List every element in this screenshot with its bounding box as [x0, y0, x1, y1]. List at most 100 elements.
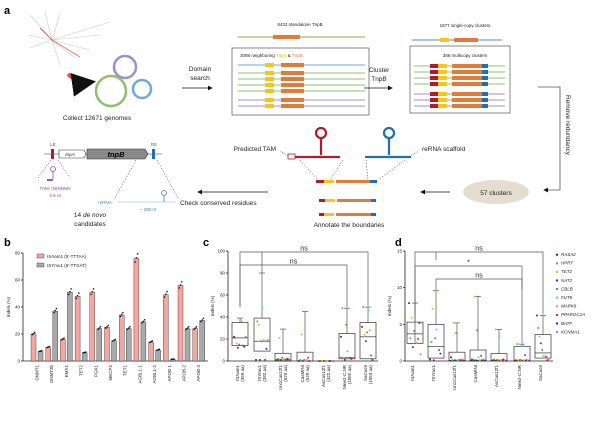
red-arrow-icon	[66, 72, 96, 97]
x-tick-sublabel: (1053 aa)	[368, 365, 373, 385]
bar-isymu1	[67, 291, 73, 362]
data-point-tet2	[431, 307, 434, 310]
box	[338, 333, 356, 360]
re-block	[482, 98, 488, 102]
data-point	[82, 351, 85, 354]
y-tick-label: 60	[15, 278, 21, 283]
data-point	[163, 296, 166, 298]
bar-isaam1	[89, 291, 96, 362]
tnpb-block	[281, 98, 304, 102]
significance-label: ns	[290, 259, 298, 266]
data-point	[156, 349, 158, 351]
bar-isaam1	[118, 314, 125, 362]
tnpa-block	[265, 77, 274, 81]
data-point-fut8	[477, 356, 480, 359]
tam-length-text: 4-5 nt	[49, 193, 61, 198]
bar-isymu1	[199, 320, 205, 362]
data-point-fut8	[521, 344, 524, 347]
data-point-fut8	[498, 335, 501, 338]
x-tick-label: CasMINI	[473, 365, 478, 383]
tnpa-block	[438, 104, 447, 108]
box	[359, 322, 377, 360]
x-tick-label: TET1	[123, 365, 128, 376]
box	[274, 352, 292, 362]
bar-isaam1	[177, 285, 184, 362]
legend-label: FUT8	[561, 295, 573, 300]
x-tick-label: AsCas12f1	[321, 365, 326, 388]
data-point-cblb	[455, 332, 458, 335]
x-tick-sublabel: (369 aa)	[240, 365, 245, 382]
data-point	[92, 288, 95, 290]
data-point-mapk8	[305, 358, 308, 361]
bar-isymu1	[52, 310, 58, 362]
significance-bracket	[239, 264, 348, 308]
tnpb-block	[281, 63, 304, 67]
data-point-hprt	[234, 336, 237, 339]
legend-label: PPARGC1A	[561, 312, 585, 317]
data-point	[173, 358, 175, 360]
data-point-hprt	[256, 320, 259, 323]
data-point-nat2	[539, 342, 542, 345]
le-block	[430, 64, 438, 68]
data-point	[112, 340, 114, 342]
data-point-cblb	[520, 359, 523, 362]
data-point	[47, 346, 49, 348]
legend-dot-nat2	[555, 279, 559, 282]
tnpb-block	[452, 98, 482, 102]
legend-label: TET2	[561, 269, 572, 274]
y-tick-label: 0	[399, 359, 402, 364]
data-point-kcnma1	[287, 357, 290, 360]
y-axis-label: Indels (%)	[210, 295, 215, 316]
re-block	[482, 92, 488, 96]
data-point	[54, 309, 56, 312]
data-point-ppargc1a	[480, 354, 483, 357]
bar-isymu1	[81, 352, 88, 362]
remove-redundancy-arrow	[538, 86, 561, 193]
data-point-ppargc1a	[307, 356, 310, 359]
data-point-kcnma1	[547, 357, 550, 360]
data-point-kcnma1	[330, 360, 333, 362]
y-tick-label: 15	[397, 249, 403, 254]
legend-label: ISAam1 (5'-TTTAA)	[47, 254, 87, 259]
bar-isaam1	[74, 296, 81, 362]
data-point-kcnma1	[309, 360, 312, 362]
data-point	[201, 319, 203, 321]
data-point	[106, 325, 108, 328]
data-point	[78, 292, 80, 294]
data-point	[186, 327, 189, 329]
data-point	[69, 290, 71, 293]
data-point	[178, 287, 181, 289]
rerna-scaffold-text: reRNA scaffold	[422, 146, 466, 153]
data-point-nat2	[432, 359, 435, 362]
data-point-tet2	[410, 316, 413, 319]
bar-isaam1	[192, 328, 198, 362]
data-point-mapk8	[240, 320, 243, 323]
legend-dot-cblb	[555, 287, 559, 291]
y-tick-label: 5	[399, 322, 402, 327]
data-point	[158, 348, 161, 351]
legend-dot-fut8	[555, 296, 559, 299]
data-point	[33, 331, 36, 334]
phylogenetic-tree-icon	[27, 11, 111, 66]
data-point	[185, 328, 188, 331]
data-point-cblb	[476, 329, 479, 332]
bar-isaam1	[133, 258, 140, 362]
data-point	[38, 350, 41, 353]
tnpb-block	[281, 83, 304, 87]
data-point-hprt	[341, 307, 344, 310]
le-block	[430, 98, 438, 102]
data-point	[170, 358, 173, 361]
tam-hairpin-small-icon	[47, 166, 56, 181]
y-tick-label: 0	[222, 359, 225, 364]
genome-circle-blue	[131, 78, 153, 100]
data-point-rasa2	[361, 325, 363, 328]
legend-label: RASA2	[561, 252, 576, 257]
le-block	[430, 70, 438, 74]
panel-label-a: a	[4, 5, 11, 17]
tnpa-block	[265, 89, 274, 93]
data-point-tet2	[363, 333, 366, 336]
genome-circle-purple	[112, 54, 138, 80]
legend-dot-tet2	[555, 270, 559, 274]
data-point	[85, 351, 87, 353]
data-point-rasa2	[536, 314, 538, 317]
